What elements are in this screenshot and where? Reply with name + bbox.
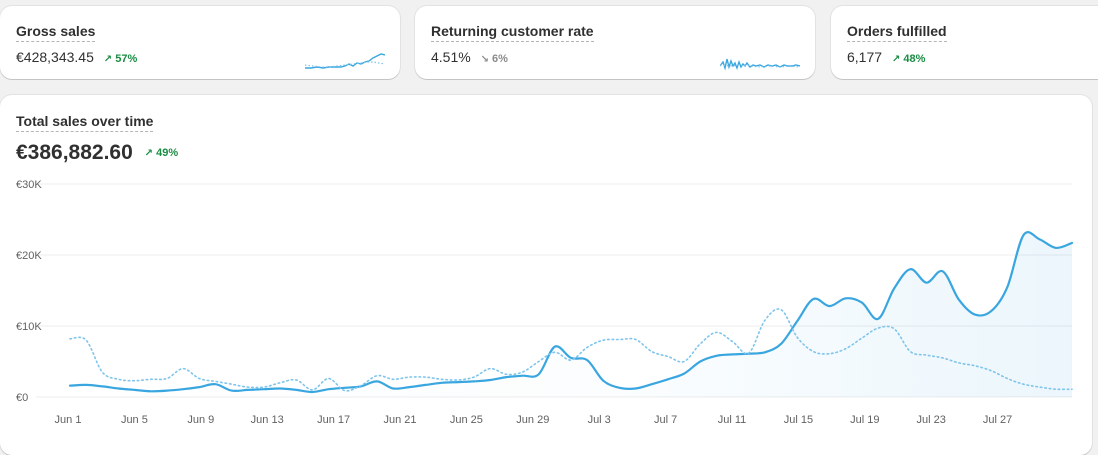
main-change-badge: ↗ 49% xyxy=(145,147,178,159)
x-tick-label: Jul 23 xyxy=(917,414,946,426)
series-area xyxy=(70,232,1072,397)
kpi-change-value: 48% xyxy=(903,53,926,65)
kpi-value-row: 6,177 ↗ 48% xyxy=(847,49,925,65)
x-tick-label: Jun 17 xyxy=(317,414,350,426)
kpi-value: 6,177 xyxy=(847,49,883,65)
series-line-current xyxy=(68,231,1074,394)
x-tick-label: Jun 1 xyxy=(55,414,82,426)
arrow-up-right-icon: ↗ xyxy=(103,54,113,65)
sparkline xyxy=(305,53,385,69)
kpi-change-badge: ↗ 57% xyxy=(104,53,137,65)
arrow-up-right-icon: ↗ xyxy=(144,148,154,159)
kpi-change-value: 57% xyxy=(115,53,138,65)
x-tick-label: Jul 3 xyxy=(588,414,611,426)
kpi-change-value: 6% xyxy=(492,53,508,65)
kpi-card-returning-customer-rate[interactable]: Returning customer rate 4.51% ↘ 6% xyxy=(415,6,815,79)
y-tick-label: €10K xyxy=(16,321,42,333)
x-tick-label: Jul 15 xyxy=(784,414,813,426)
arrow-up-right-icon: ↗ xyxy=(891,54,901,65)
x-tick-label: Jul 27 xyxy=(983,414,1012,426)
main-change-value: 49% xyxy=(156,147,179,159)
x-tick-label: Jun 25 xyxy=(450,414,483,426)
x-tick-label: Jul 19 xyxy=(850,414,879,426)
sales-line-chart[interactable]: €0 €10K €20K €30K Jun 1 Jun 5 Jun 9 Jun 13 Jun 1… xyxy=(0,95,1092,455)
kpi-value: €428,343.45 xyxy=(16,49,94,65)
kpi-card-orders-fulfilled[interactable]: Orders fulfilled 6,177 ↗ 48% xyxy=(831,6,1098,79)
x-tick-label: Jun 9 xyxy=(187,414,214,426)
kpi-title[interactable]: Gross sales xyxy=(16,23,96,42)
kpi-title[interactable]: Orders fulfilled xyxy=(847,23,947,42)
chart-title[interactable]: Total sales over time xyxy=(16,113,154,132)
x-tick-label: Jul 11 xyxy=(718,414,747,426)
y-tick-label: €30K xyxy=(16,179,42,191)
kpi-value: 4.51% xyxy=(431,49,471,65)
x-tick-label: Jun 13 xyxy=(251,414,284,426)
main-value: €386,882.60 xyxy=(16,141,133,164)
kpi-value-row: €428,343.45 ↗ 57% xyxy=(16,49,137,65)
kpi-card-gross-sales[interactable]: Gross sales €428,343.45 ↗ 57% xyxy=(0,6,400,79)
x-tick-label: Jul 7 xyxy=(654,414,677,426)
kpi-change-badge: ↘ 6% xyxy=(481,53,508,65)
y-tick-label: €20K xyxy=(16,250,42,262)
arrow-down-right-icon: ↘ xyxy=(480,54,489,65)
main-value-row: €386,882.60 ↗ 49% xyxy=(16,141,178,165)
kpi-change-badge: ↗ 48% xyxy=(892,53,925,65)
sparkline xyxy=(720,58,800,71)
series-line-previous xyxy=(69,308,1073,392)
kpi-title[interactable]: Returning customer rate xyxy=(431,23,594,42)
x-tick-label: Jun 5 xyxy=(121,414,148,426)
total-sales-card: Total sales over time €386,882.60 ↗ 49% … xyxy=(0,95,1092,455)
kpi-value-row: 4.51% ↘ 6% xyxy=(431,49,508,65)
y-tick-label: €0 xyxy=(16,392,28,404)
x-tick-label: Jun 21 xyxy=(383,414,416,426)
x-tick-label: Jun 29 xyxy=(516,414,549,426)
